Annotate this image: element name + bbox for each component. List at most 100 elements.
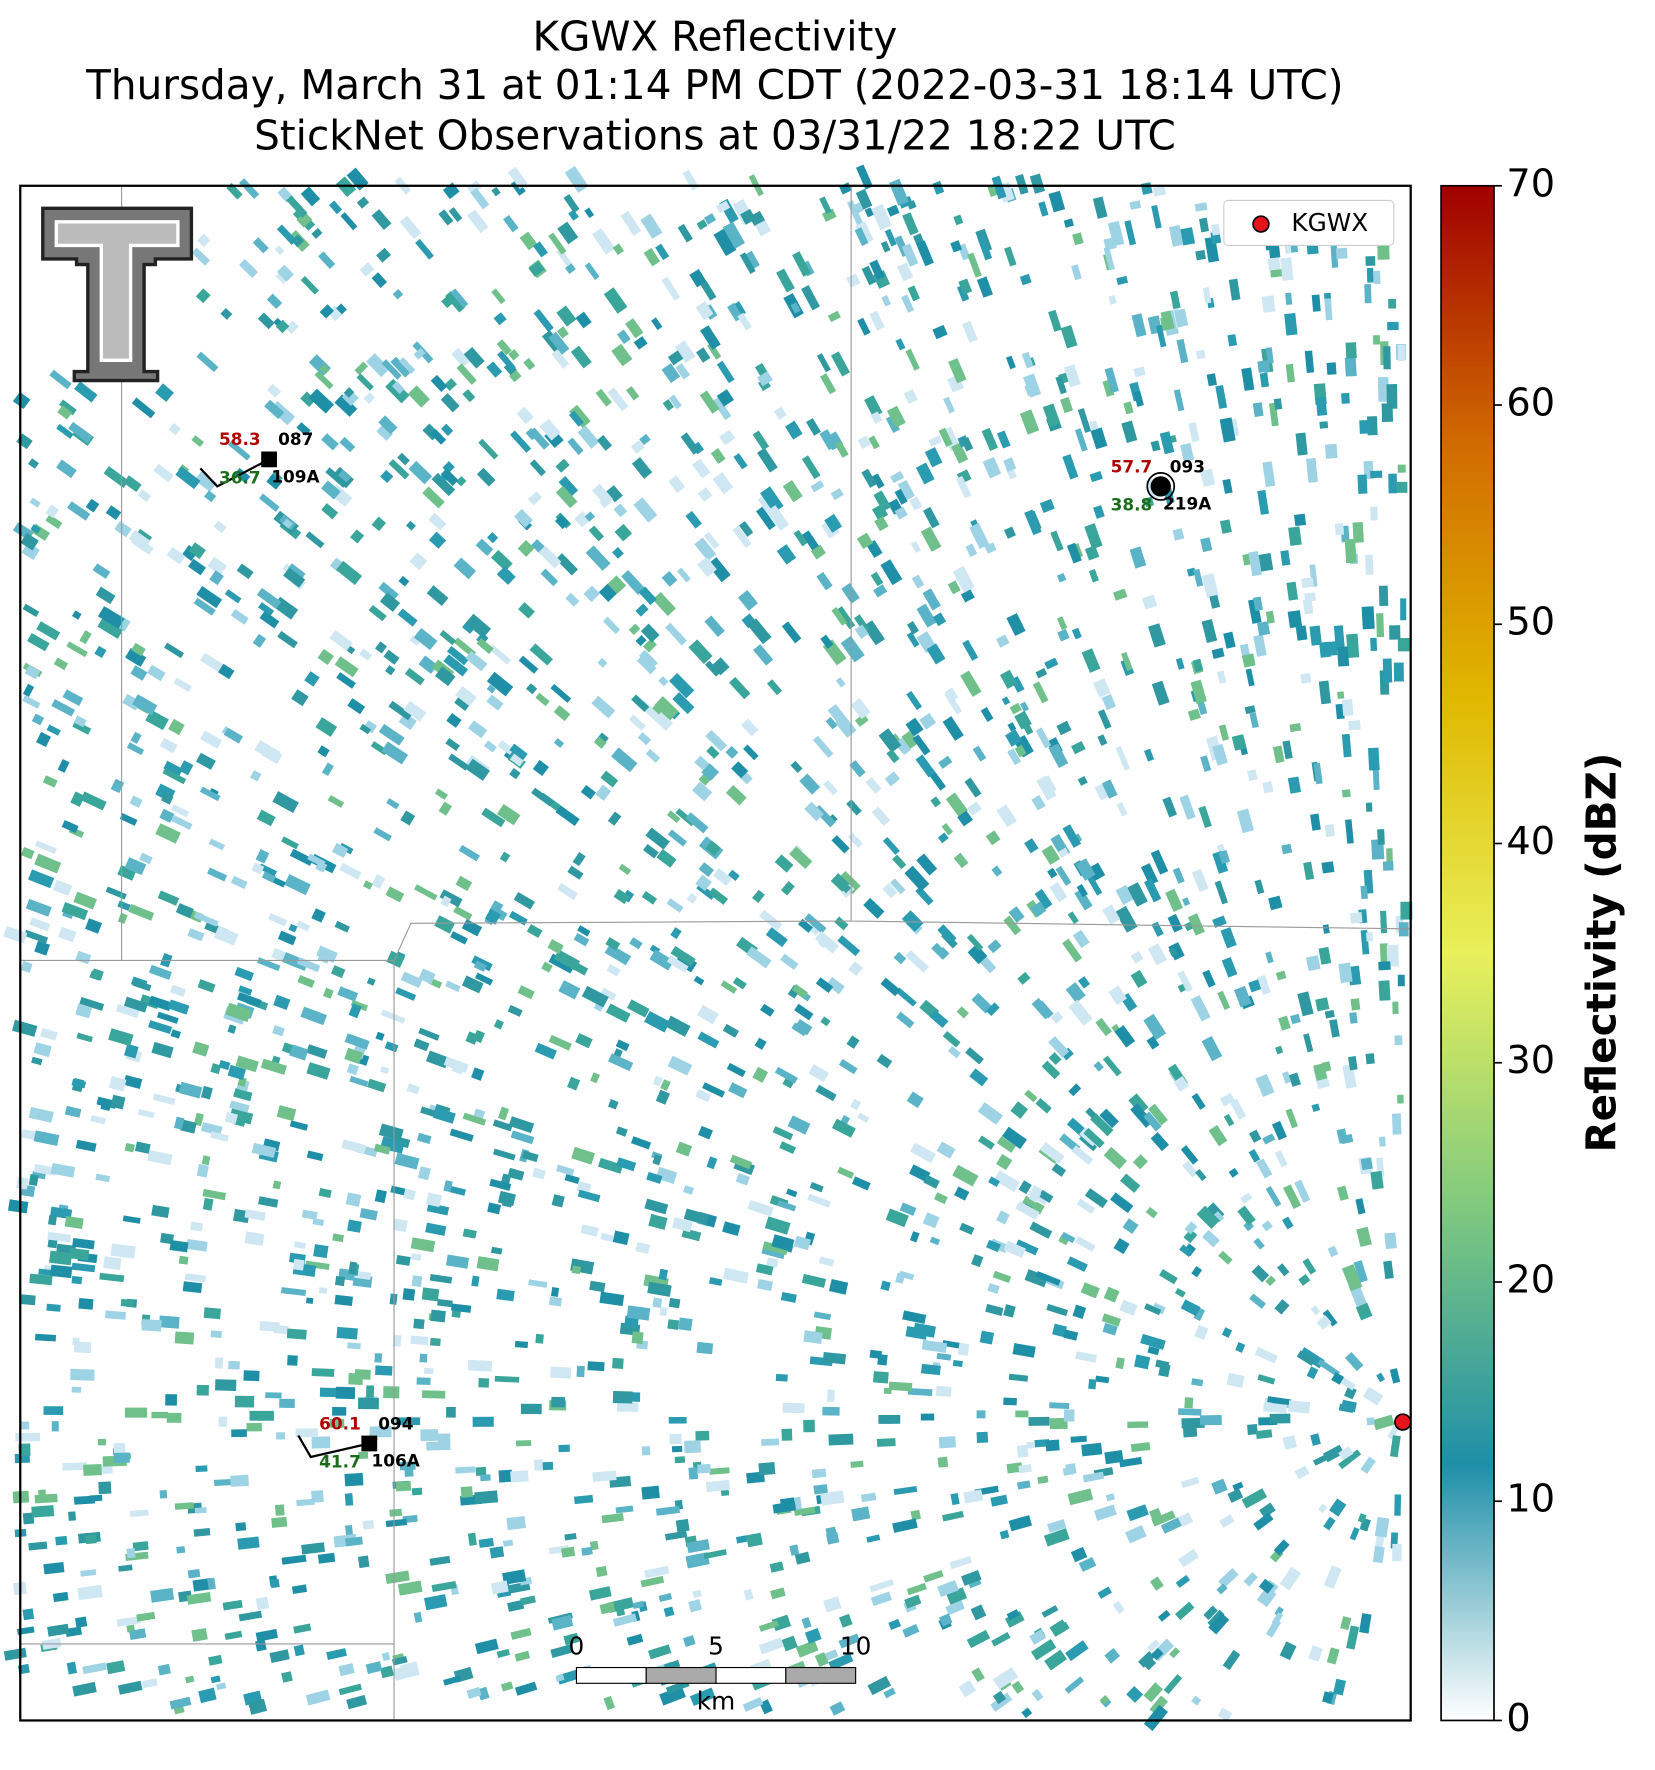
radar-pixel — [1282, 1071, 1292, 1084]
station-id: 087 — [278, 429, 313, 449]
radar-pixel — [697, 556, 717, 578]
radar-pixel — [347, 698, 366, 715]
radar-pixel — [982, 456, 1002, 479]
radar-pixel — [281, 836, 299, 850]
radar-pixel — [1186, 567, 1197, 577]
radar-pixel — [75, 1003, 93, 1019]
radar-pixel — [170, 804, 190, 818]
radar-pixel — [439, 889, 463, 908]
radar-pixel — [996, 1136, 1016, 1153]
radar-pixel — [738, 589, 758, 611]
radar-pixel — [346, 1063, 359, 1076]
probe-id: 219A — [1163, 493, 1211, 513]
radar-pixel — [214, 1478, 235, 1487]
radar-pixel — [462, 389, 476, 403]
radar-pixel — [334, 1275, 346, 1287]
radar-pixel — [692, 1589, 702, 1599]
radar-pixel — [969, 1068, 989, 1087]
radar-pixel — [557, 221, 579, 245]
radar-pixel — [830, 351, 850, 377]
radar-pixel — [666, 810, 681, 823]
radar-pixel — [434, 666, 456, 687]
radar-pixel — [1001, 696, 1011, 706]
radar-pixel — [1211, 223, 1221, 236]
radar-pixel — [838, 1058, 858, 1075]
radar-pixel — [119, 812, 138, 826]
radar-pixel — [550, 1287, 560, 1297]
radar-pixel — [640, 213, 663, 239]
logo — [41, 206, 194, 383]
radar-pixel — [510, 430, 532, 453]
radar-pixel — [248, 1698, 268, 1715]
radar-pixel — [1400, 901, 1413, 920]
radar-pixel — [661, 276, 681, 301]
radar-pixel — [654, 696, 679, 721]
radar-pixel — [1223, 631, 1236, 649]
radar-pixel — [952, 1360, 963, 1368]
radar-pixel — [1056, 616, 1068, 631]
temperature: 57.7 — [1111, 456, 1153, 476]
radar-pixel — [885, 1208, 909, 1228]
radar-pixel — [1140, 182, 1153, 195]
radar-pixel — [80, 791, 107, 811]
radar-pixel — [1044, 657, 1059, 670]
radar-pixel — [22, 695, 41, 709]
radar-pixel — [175, 466, 201, 490]
radar-pixel — [1093, 505, 1105, 519]
radar-pixel — [493, 312, 507, 326]
radar-pixel — [826, 976, 845, 995]
radar-pixel — [1065, 982, 1086, 1003]
radar-pixel — [1177, 1512, 1194, 1528]
radar-pixel — [461, 919, 483, 937]
radar-pixel — [674, 340, 696, 364]
radar-pixel — [645, 827, 670, 850]
radar-pixel — [644, 1010, 671, 1033]
radar-pixel — [1201, 619, 1218, 643]
radar-pixel — [671, 1217, 693, 1233]
radar-pixel — [347, 1219, 362, 1233]
radar-pixel — [486, 684, 496, 694]
radar-pixel — [71, 610, 82, 620]
radar-pixel — [116, 1615, 142, 1627]
radar-pixel — [196, 351, 219, 373]
radar-pixel — [1158, 1609, 1171, 1622]
radar-pixel — [936, 947, 950, 960]
radar-pixel — [51, 699, 76, 717]
radar-pixel — [695, 1089, 712, 1103]
radar-pixel — [108, 1028, 134, 1047]
radar-pixel — [1133, 390, 1144, 407]
radar-pixel — [174, 1116, 185, 1130]
radar-pixel — [446, 1406, 456, 1418]
radar-pixel — [332, 1233, 344, 1243]
radar-pixel — [1294, 513, 1307, 527]
radar-pixel — [318, 1187, 332, 1198]
radar-pixel — [170, 1029, 181, 1039]
probe-id: 109A — [271, 466, 319, 486]
radar-pixel — [1245, 668, 1255, 687]
radar-pixel — [486, 361, 503, 378]
radar-pixel — [103, 466, 129, 488]
radar-pixel — [295, 1428, 319, 1438]
radar-pixel — [1062, 824, 1082, 848]
radar-pixel — [553, 738, 565, 748]
radar-pixel — [227, 1064, 246, 1080]
radar-pixel — [166, 1412, 182, 1423]
radar-pixel — [871, 473, 885, 489]
radar-pixel — [548, 232, 567, 255]
radar-pixel — [1378, 585, 1389, 606]
radar-pixel — [76, 1032, 93, 1043]
radar-pixel — [130, 731, 142, 744]
radar-pixel — [869, 259, 885, 280]
radar-pixel — [780, 881, 795, 896]
radar-pixel — [937, 924, 957, 944]
probe-id: 106A — [372, 1450, 420, 1470]
radar-pixel — [1201, 1035, 1223, 1062]
radar-pixel — [831, 835, 850, 854]
radar-pixel — [1035, 668, 1048, 679]
radar-pixel — [197, 233, 211, 248]
radar-pixel — [1063, 1329, 1079, 1341]
radar-pixel — [258, 602, 275, 617]
radar-pixel — [804, 913, 827, 934]
radar-pixel — [197, 979, 216, 993]
radar-pixel — [163, 760, 183, 777]
